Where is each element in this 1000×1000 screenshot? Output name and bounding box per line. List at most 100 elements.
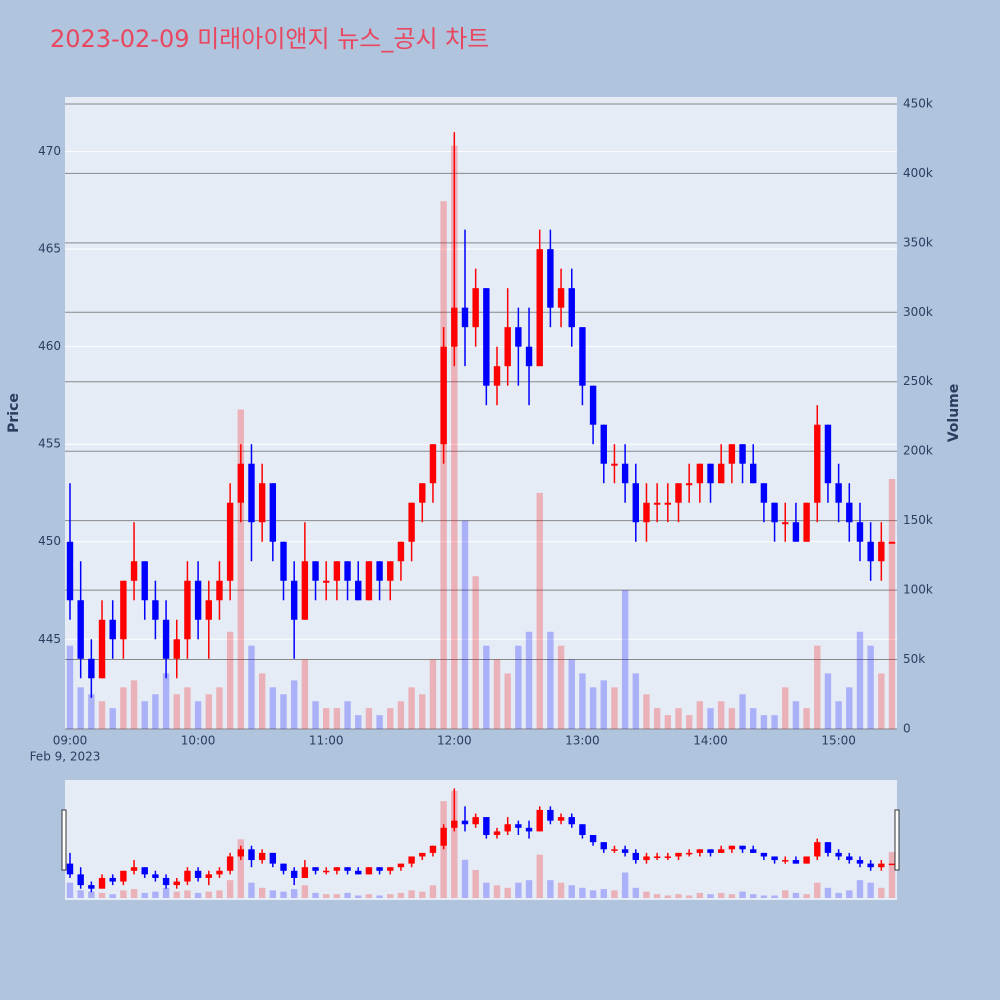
candle-body — [493, 366, 501, 386]
mini-candle-body — [653, 856, 661, 858]
volume-bar — [632, 673, 639, 729]
candle-body — [429, 444, 437, 484]
mini-volume-bar — [269, 890, 277, 898]
range-handle[interactable] — [894, 809, 900, 871]
candle-body — [750, 463, 757, 484]
mini-volume-bar — [280, 891, 287, 898]
candle-body — [290, 580, 298, 620]
mini-volume-bar — [792, 892, 800, 898]
y2-tick-label: 0 — [903, 722, 911, 736]
candle-body — [162, 619, 170, 659]
y-tick-label: 455 — [38, 437, 61, 451]
mini-candle-body — [429, 845, 437, 853]
mini-candle-body — [664, 856, 672, 858]
candle-body — [269, 483, 277, 542]
volume-bar — [504, 673, 511, 729]
candle-body — [589, 385, 597, 425]
mini-candle-body — [888, 863, 896, 866]
mini-candle-body — [269, 852, 277, 864]
mini-candle-body — [739, 845, 746, 850]
candle-body — [717, 463, 725, 484]
mini-volume-bar — [355, 895, 362, 898]
mini-candle-body — [408, 856, 415, 864]
mini-volume-bar — [547, 880, 554, 898]
candle-body — [451, 307, 458, 347]
x-tick-label: 13:00 — [565, 734, 600, 748]
mini-candle-body — [568, 817, 575, 825]
volume-bar — [525, 631, 533, 729]
mini-candle-body — [878, 863, 885, 868]
mini-candle-body — [120, 870, 127, 882]
volume-bar — [120, 687, 127, 729]
y-tick-label: 445 — [38, 632, 61, 646]
volume-bar — [323, 708, 330, 729]
candle-body — [194, 580, 202, 620]
mini-volume-bar — [814, 882, 821, 898]
mini-volume-bar — [120, 890, 127, 898]
y-tick-label: 450 — [38, 534, 61, 548]
y2-tick-label: 150k — [903, 513, 933, 527]
candle-body — [152, 600, 159, 620]
mini-candle-body — [717, 849, 725, 853]
mini-candle-body — [461, 820, 469, 825]
candle-body — [483, 288, 490, 386]
candle-body — [771, 502, 778, 523]
mini-candle-body — [824, 842, 832, 853]
volume-bar — [856, 631, 864, 729]
volume-bar — [333, 708, 341, 729]
range-handle[interactable] — [61, 809, 67, 871]
volume-bar — [162, 673, 170, 729]
volume-bar — [568, 659, 575, 729]
mini-candle-body — [226, 856, 234, 871]
candle-body — [387, 561, 394, 581]
mini-candle-body — [419, 852, 426, 857]
mini-volume-bar — [376, 895, 383, 898]
mini-candle-body — [782, 860, 789, 862]
candle-body — [888, 541, 896, 544]
volume-bar — [269, 687, 277, 729]
candle-body — [248, 463, 255, 523]
mini-volume-bar — [493, 885, 501, 898]
mini-volume-bar — [184, 890, 191, 898]
mini-candle-body — [333, 867, 341, 871]
volume-bar — [312, 701, 319, 729]
volume-bar — [675, 708, 682, 729]
candle-body — [803, 502, 810, 542]
y2-tick-label: 250k — [903, 374, 933, 388]
volume-bar — [803, 708, 810, 729]
mini-volume-bar — [344, 892, 351, 898]
mini-volume-bar — [739, 891, 746, 898]
mini-volume-bar — [258, 887, 266, 898]
mini-volume-bar — [835, 892, 842, 898]
mini-candle-body — [184, 870, 191, 882]
candle-body — [397, 541, 405, 562]
volume-bar — [258, 673, 266, 729]
volume-bar — [141, 701, 148, 729]
range-slider[interactable] — [65, 780, 897, 900]
y2-tick-label: 450k — [903, 96, 933, 110]
x-tick-label: 14:00 — [693, 734, 728, 748]
candle-body — [344, 561, 351, 581]
mini-candle-body — [152, 874, 159, 878]
mini-candle-body — [66, 863, 74, 875]
mini-volume-bar — [782, 890, 789, 898]
candle-body — [643, 502, 650, 523]
mini-volume-bar — [98, 892, 106, 898]
volume-bar — [685, 715, 693, 729]
volume-bar — [472, 576, 479, 729]
mini-volume-bar — [685, 895, 693, 898]
mini-candle-body — [696, 849, 704, 853]
mini-volume-bar — [611, 890, 618, 898]
volume-bar — [408, 687, 415, 729]
mini-volume-bar — [803, 894, 810, 898]
mini-volume-bar — [216, 890, 223, 898]
mini-volume-bar — [205, 891, 212, 898]
mini-volume-bar — [653, 894, 661, 898]
candle-body — [173, 639, 180, 659]
mini-candle-body — [600, 842, 607, 850]
candle-body — [739, 444, 746, 464]
mini-candle-body — [280, 863, 287, 871]
volume-bar — [760, 715, 768, 729]
mini-candle-body — [88, 885, 95, 889]
candle-body — [130, 561, 138, 581]
